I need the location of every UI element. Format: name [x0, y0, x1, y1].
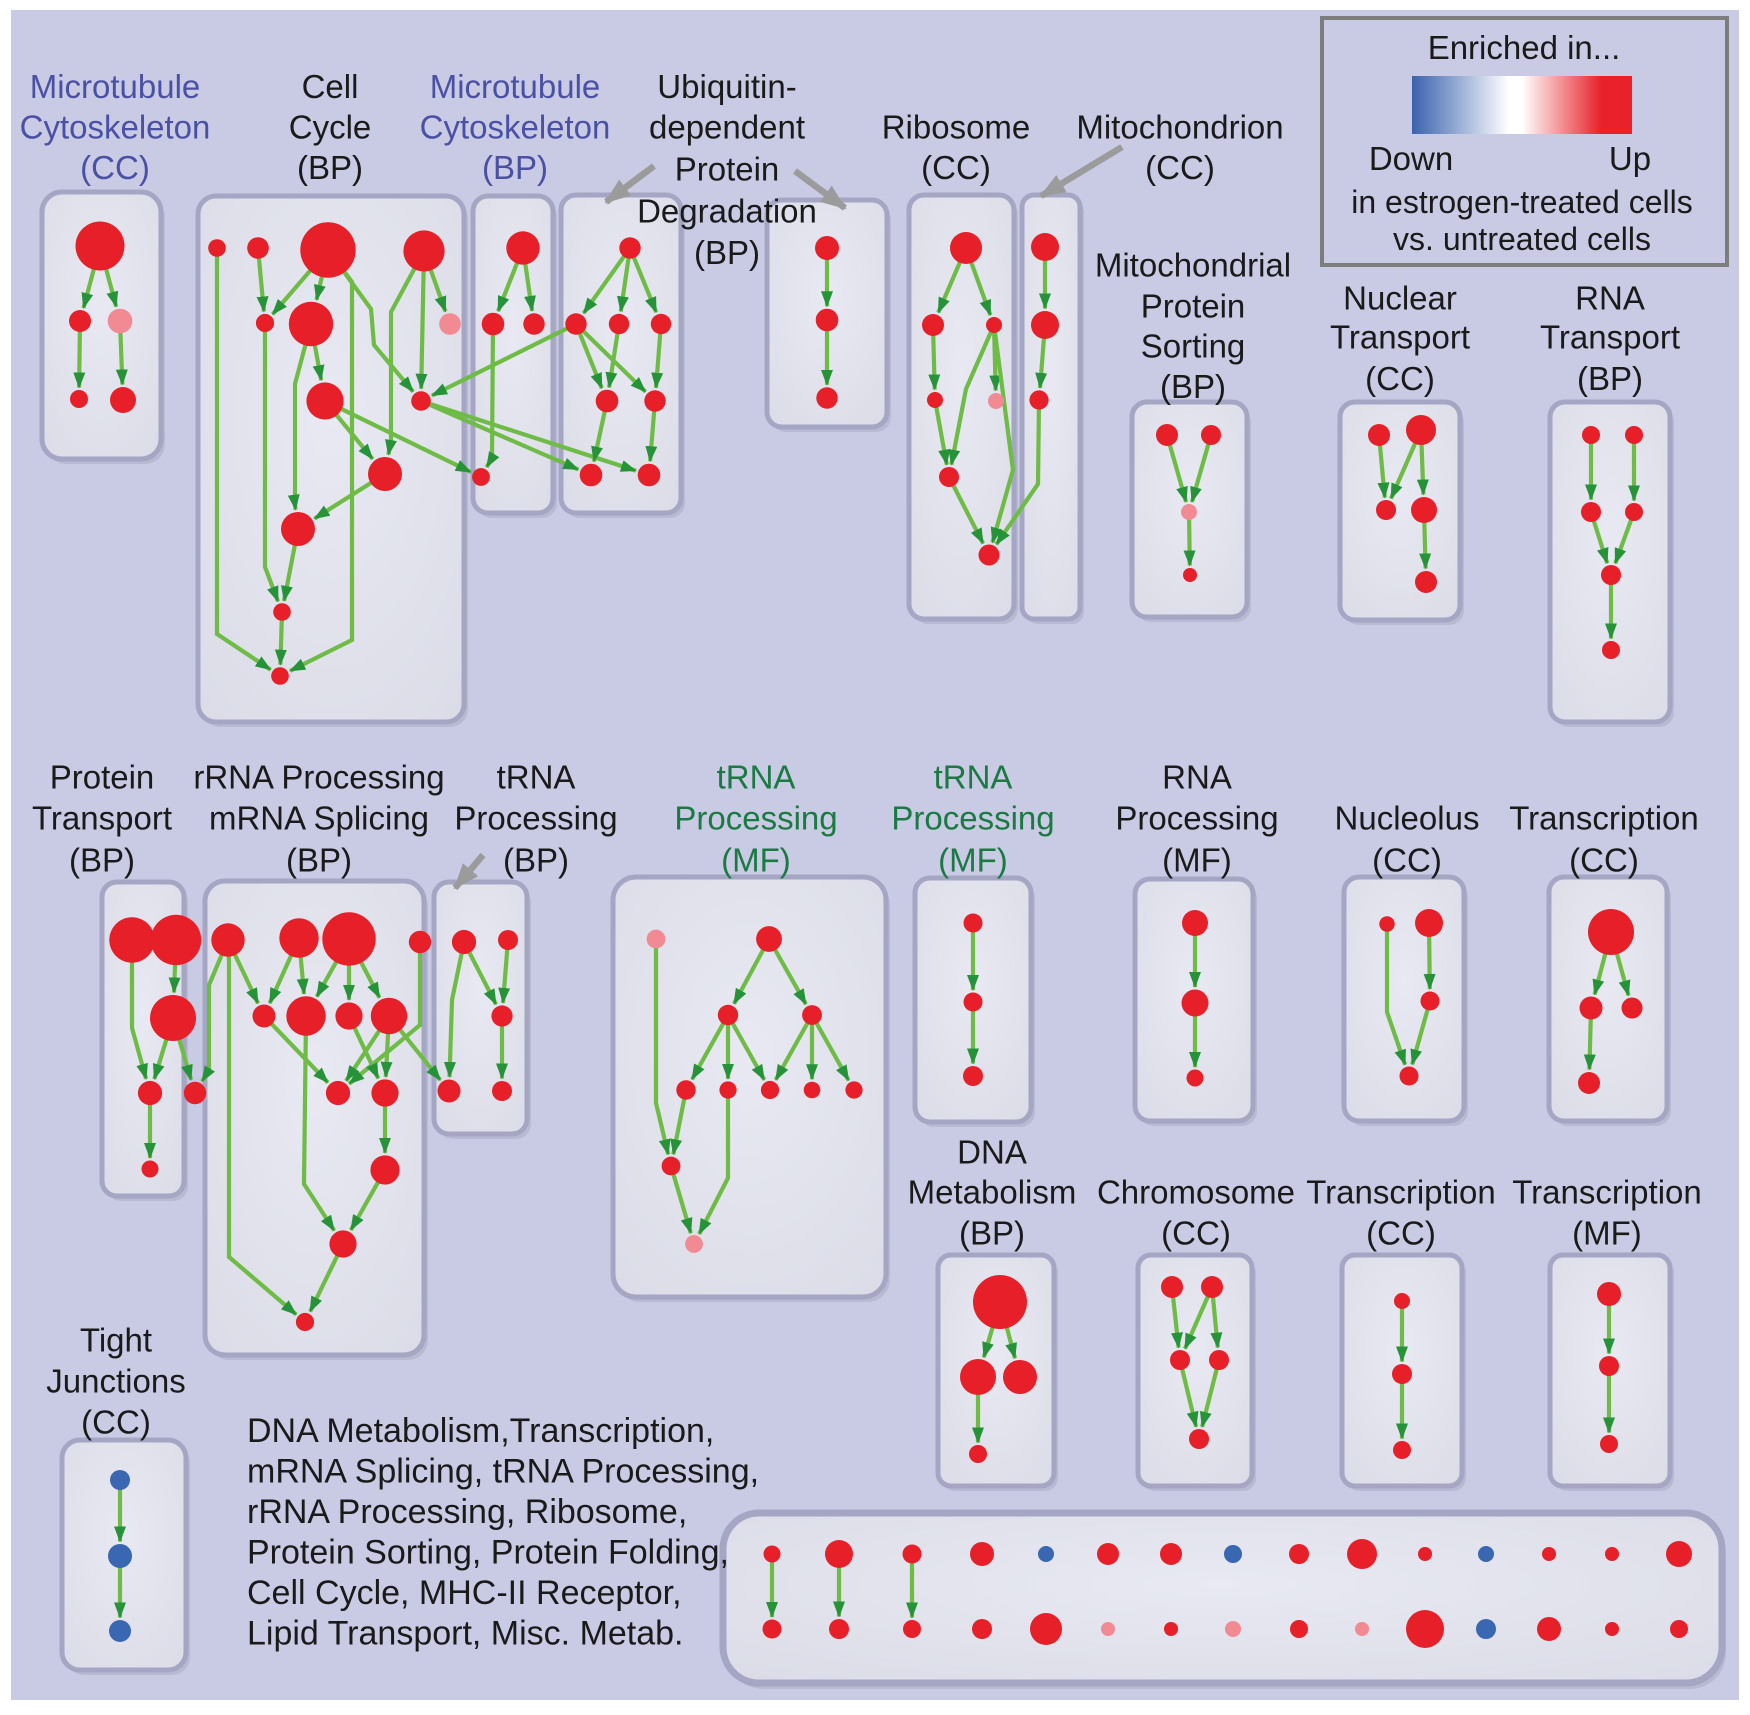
svg-text:Enriched in...: Enriched in...	[1428, 29, 1621, 66]
svg-text:Cell Cycle, MHC-II Receptor,: Cell Cycle, MHC-II Receptor,	[247, 1574, 682, 1612]
svg-text:Cytoskeleton: Cytoskeleton	[420, 109, 611, 146]
svg-text:Junctions: Junctions	[46, 1363, 185, 1400]
svg-text:Tight: Tight	[80, 1322, 152, 1359]
svg-text:Nuclear: Nuclear	[1343, 280, 1457, 317]
svg-text:rRNA Processing, Ribosome,: rRNA Processing, Ribosome,	[247, 1493, 687, 1531]
svg-text:Microtubule: Microtubule	[30, 68, 201, 105]
svg-text:(MF): (MF)	[1572, 1215, 1642, 1252]
svg-text:Protein: Protein	[675, 151, 780, 188]
svg-text:Mitochondrion: Mitochondrion	[1076, 109, 1283, 146]
svg-text:tRNA: tRNA	[717, 759, 796, 796]
svg-text:Processing: Processing	[1115, 800, 1278, 837]
svg-text:Microtubule: Microtubule	[430, 68, 601, 105]
svg-text:Protein: Protein	[1141, 288, 1246, 325]
svg-text:in estrogen-treated cells: in estrogen-treated cells	[1351, 184, 1693, 220]
svg-text:Sorting: Sorting	[1141, 328, 1246, 365]
svg-text:Transport: Transport	[1330, 319, 1470, 356]
svg-text:Transport: Transport	[32, 800, 172, 837]
svg-text:tRNA: tRNA	[497, 759, 576, 796]
svg-text:Transcription: Transcription	[1512, 1174, 1702, 1211]
svg-text:(BP): (BP)	[503, 842, 569, 879]
svg-text:(CC): (CC)	[80, 149, 150, 186]
svg-text:(BP): (BP)	[69, 842, 135, 879]
svg-text:vs. untreated cells: vs. untreated cells	[1393, 221, 1651, 257]
svg-text:(BP): (BP)	[694, 234, 760, 271]
svg-text:(CC): (CC)	[1365, 360, 1435, 397]
svg-text:Degradation: Degradation	[637, 193, 817, 230]
svg-text:(BP): (BP)	[286, 842, 352, 879]
svg-text:Up: Up	[1609, 140, 1651, 177]
svg-text:RNA: RNA	[1575, 280, 1645, 317]
svg-text:mRNA Splicing: mRNA Splicing	[209, 800, 429, 837]
svg-text:(BP): (BP)	[482, 149, 548, 186]
svg-text:(MF): (MF)	[1162, 842, 1232, 879]
svg-text:Mitochondrial: Mitochondrial	[1095, 247, 1291, 284]
svg-text:(CC): (CC)	[81, 1404, 151, 1441]
svg-text:(BP): (BP)	[959, 1215, 1025, 1252]
svg-text:Transcription: Transcription	[1509, 800, 1699, 837]
svg-text:RNA: RNA	[1162, 759, 1232, 796]
svg-text:Protein Sorting, Protein Foldi: Protein Sorting, Protein Folding,	[247, 1533, 729, 1571]
svg-text:Cytoskeleton: Cytoskeleton	[20, 109, 211, 146]
svg-text:(CC): (CC)	[1569, 842, 1639, 879]
svg-text:Transport: Transport	[1540, 319, 1680, 356]
svg-text:rRNA Processing: rRNA Processing	[193, 759, 444, 796]
svg-text:Processing: Processing	[454, 800, 617, 837]
svg-text:(CC): (CC)	[1372, 842, 1442, 879]
svg-text:(BP): (BP)	[1160, 368, 1226, 405]
svg-text:Down: Down	[1369, 140, 1453, 177]
svg-text:(BP): (BP)	[1577, 360, 1643, 397]
svg-text:(MF): (MF)	[938, 842, 1008, 879]
svg-text:Metabolism: Metabolism	[908, 1174, 1077, 1211]
svg-text:(CC): (CC)	[1145, 149, 1215, 186]
svg-text:Lipid Transport, Misc. Metab.: Lipid Transport, Misc. Metab.	[247, 1614, 684, 1652]
svg-text:Ubiquitin-: Ubiquitin-	[657, 68, 796, 105]
svg-text:DNA: DNA	[957, 1134, 1027, 1171]
svg-text:Transcription: Transcription	[1306, 1174, 1496, 1211]
svg-text:tRNA: tRNA	[934, 759, 1013, 796]
svg-text:Processing: Processing	[674, 800, 837, 837]
svg-text:mRNA Splicing, tRNA Processing: mRNA Splicing, tRNA Processing,	[247, 1452, 759, 1490]
svg-text:(BP): (BP)	[297, 149, 363, 186]
svg-text:(MF): (MF)	[721, 842, 791, 879]
svg-text:Protein: Protein	[50, 759, 155, 796]
svg-text:(CC): (CC)	[1366, 1215, 1436, 1252]
svg-text:Nucleolus: Nucleolus	[1335, 800, 1480, 837]
svg-text:Cell: Cell	[302, 68, 359, 105]
svg-text:Ribosome: Ribosome	[882, 109, 1031, 146]
svg-text:(CC): (CC)	[921, 149, 991, 186]
svg-text:dependent: dependent	[649, 109, 805, 146]
svg-text:Cycle: Cycle	[289, 109, 372, 146]
svg-text:(CC): (CC)	[1161, 1215, 1231, 1252]
svg-text:DNA Metabolism,Transcription,: DNA Metabolism,Transcription,	[247, 1412, 714, 1450]
svg-text:Processing: Processing	[891, 800, 1054, 837]
svg-text:Chromosome: Chromosome	[1097, 1174, 1295, 1211]
